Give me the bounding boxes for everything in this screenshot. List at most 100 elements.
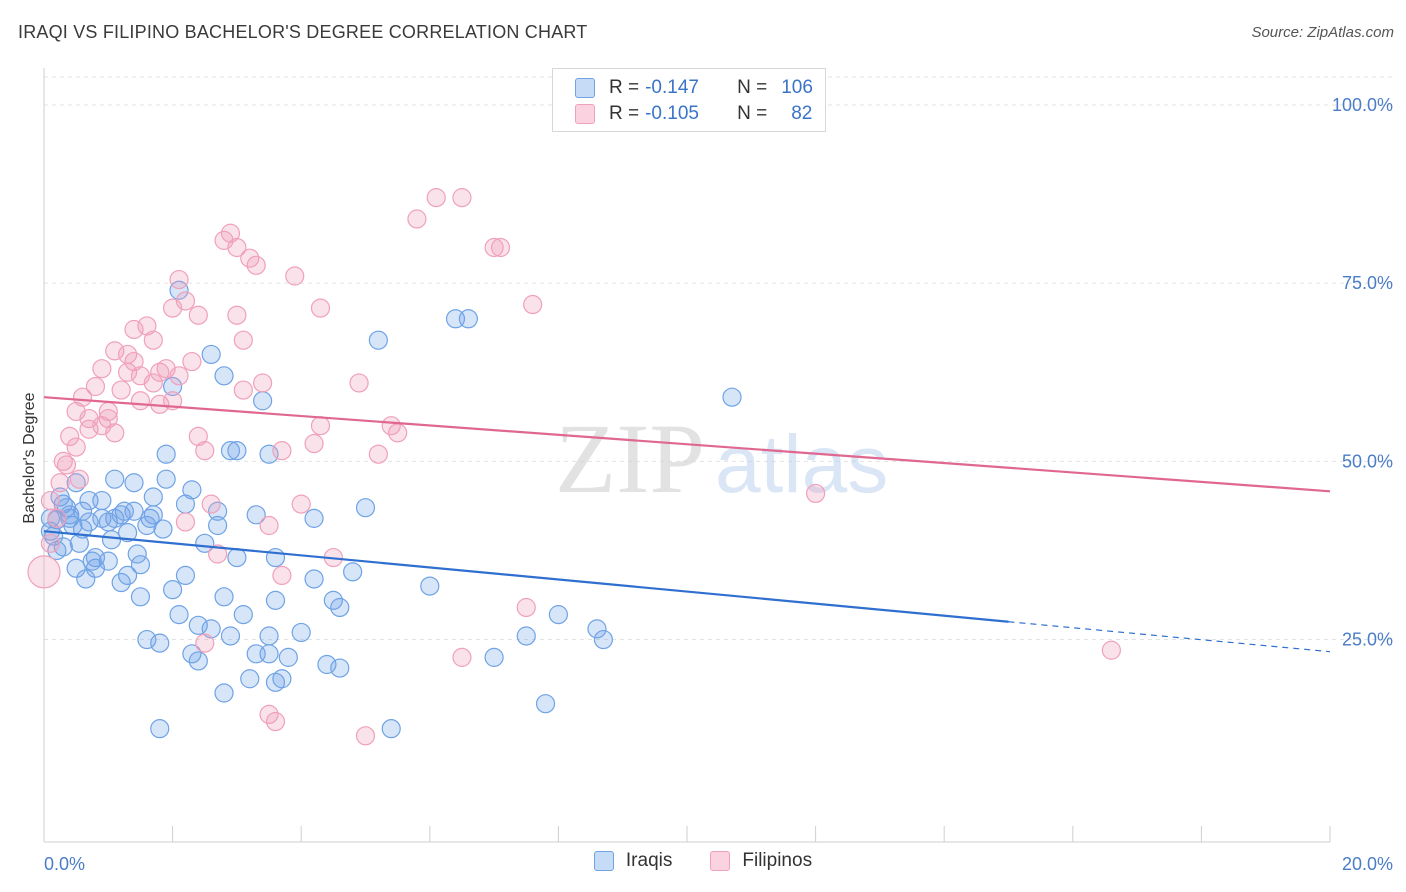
legend-n-value: 82: [791, 103, 813, 124]
filipinos-point: [72, 387, 93, 407]
iraqis-point: [124, 501, 144, 521]
filipinos-point: [233, 330, 253, 350]
iraqis-point: [548, 605, 569, 625]
gridlines: [44, 76, 1394, 641]
filipinos-point: [92, 359, 112, 379]
filipinos-point: [208, 544, 228, 564]
legend-n-value: 106: [781, 77, 813, 98]
filipinos-point: [47, 508, 67, 528]
iraqis-point: [420, 576, 440, 596]
iraqis-point: [130, 555, 151, 575]
axes: [43, 68, 1331, 843]
filipinos-trend-line: [43, 396, 1331, 493]
source-label: Source: ZipAtlas.com: [1251, 24, 1394, 41]
iraqis-point: [201, 344, 221, 365]
iraqis-point: [56, 498, 77, 518]
filipinos-point: [452, 647, 472, 667]
iraqis-point: [114, 501, 134, 521]
iraqis-trend-extension: [1008, 621, 1331, 653]
filipinos-point: [227, 305, 247, 325]
filipinos-point: [175, 291, 196, 311]
bottom-legend-iraqis: Iraqis: [593, 850, 673, 872]
iraqis-point: [69, 533, 89, 553]
iraqis-point: [127, 544, 147, 564]
iraqis-point: [208, 515, 228, 536]
watermark-atlas: atlas: [715, 419, 888, 510]
filipinos-point: [310, 298, 331, 318]
series-filipinos-points: [27, 188, 1121, 746]
filipinos-point: [285, 266, 305, 286]
iraqis-point: [484, 647, 504, 667]
y-tick-label: 75.0%: [1342, 273, 1393, 293]
iraqis-point: [227, 547, 247, 568]
filipinos-point: [201, 494, 221, 514]
iraqis-point: [458, 309, 478, 329]
iraqis-point: [92, 490, 112, 511]
filipinos-point: [407, 209, 427, 229]
filipinos-point: [523, 294, 543, 315]
filipinos-point: [310, 416, 331, 436]
filipinos-point: [272, 441, 292, 461]
filipinos-point: [124, 351, 144, 372]
iraqis-point: [140, 508, 160, 528]
bottom-legend-label-filipinos: Filipinos: [742, 850, 813, 871]
iraqis-point: [195, 533, 215, 553]
filipinos-point: [130, 391, 151, 411]
iraqis-point: [124, 473, 144, 493]
iraqis-point: [220, 441, 241, 461]
iraqis-point: [175, 565, 196, 586]
iraqis-point: [150, 633, 170, 653]
chart-title: IRAQI VS FILIPINO BACHELOR'S DEGREE CORR…: [18, 22, 588, 42]
iraqis-trend-line: [43, 530, 1009, 623]
iraqis-point: [169, 605, 189, 625]
filipinos-point: [426, 188, 446, 208]
iraqis-point: [214, 366, 234, 386]
iraqis-point: [150, 719, 170, 739]
legend-swatch-filipinos: [575, 104, 595, 124]
filipinos-point: [85, 376, 106, 397]
iraqis-point: [72, 501, 93, 521]
iraqis-point: [214, 587, 234, 607]
iraqis-point: [214, 683, 234, 703]
iraqis-point: [330, 597, 350, 618]
filipinos-point: [355, 726, 376, 746]
iraqis-point: [163, 580, 183, 600]
iraqis-point: [63, 515, 83, 536]
iraqis-point: [246, 505, 266, 525]
legend-n-key: N =: [737, 77, 768, 98]
iraqis-point: [535, 694, 556, 714]
filipinos-point: [195, 441, 215, 461]
iraqis-point: [265, 590, 286, 610]
iraqis-point: [117, 565, 138, 586]
legend-swatch-iraqis: [575, 78, 595, 98]
series-iraqis-points: [40, 280, 742, 739]
tick-labels: 25.0% 50.0% 75.0% 100.0% 0.0% 20.0%: [44, 95, 1393, 874]
filipinos-point: [169, 269, 189, 290]
filipinos-point: [169, 366, 189, 386]
iraqis-point: [201, 619, 221, 639]
filipinos-point: [175, 512, 196, 532]
bottom-legend-label-iraqis: Iraqis: [625, 850, 673, 871]
iraqis-point: [259, 626, 279, 646]
iraqis-point: [117, 523, 138, 543]
iraqis-point: [76, 569, 96, 589]
filipinos-point: [50, 473, 70, 493]
filipinos-point: [484, 237, 504, 258]
filipinos-point: [265, 711, 286, 732]
legend-r-value: -0.147: [645, 77, 699, 98]
iraqis-point: [240, 669, 260, 689]
iraqis-point: [355, 498, 376, 518]
iraqis-point: [587, 619, 607, 639]
bottom-legend-swatch-filipinos: [710, 851, 731, 871]
iraqis-point: [169, 280, 189, 300]
iraqis-point: [66, 473, 86, 493]
filipinos-point: [105, 423, 125, 443]
filipinos-point: [98, 408, 118, 429]
filipinos-point: [111, 380, 131, 400]
iraqis-point: [156, 469, 176, 489]
legend-box: R = -0.147 N = 106 R = -0.105 N = 82: [552, 68, 826, 132]
bottom-legend-swatch-iraqis: [593, 851, 614, 871]
y-tick-label: 25.0%: [1342, 630, 1393, 650]
iraqis-point: [101, 530, 122, 550]
